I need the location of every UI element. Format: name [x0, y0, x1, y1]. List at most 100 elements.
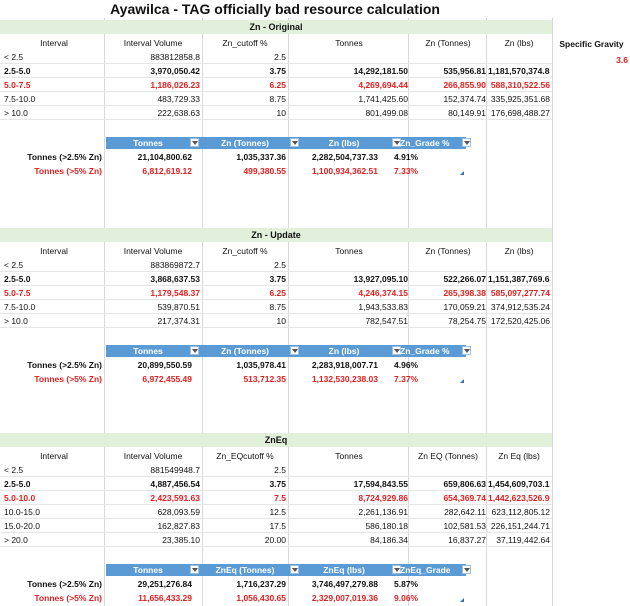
table-cell[interactable]: 170,059.21	[443, 302, 486, 312]
column-header[interactable]: Zn_cutoff %	[222, 246, 268, 256]
filter-dropdown-icon[interactable]	[190, 138, 199, 147]
filter-dropdown-icon[interactable]	[462, 138, 471, 147]
summary-cell[interactable]: 1,132,530,238.03	[311, 374, 378, 384]
summary-cell[interactable]: 9.06%	[394, 593, 419, 603]
column-header[interactable]: Zn EQ (Tonnes)	[418, 451, 478, 461]
table-cell[interactable]: 266,855.90	[443, 80, 486, 90]
table-cell[interactable]	[290, 259, 408, 271]
summary-cell[interactable]: 3,746,497,279.88	[311, 579, 378, 589]
column-header[interactable]: Interval Volume	[123, 451, 183, 461]
column-header[interactable]: Zn_EQcutoff %	[216, 451, 274, 461]
summary-cell[interactable]: 1,056,430.65	[236, 593, 286, 603]
table-cell[interactable]: 881549948.7	[150, 465, 200, 475]
filter-dropdown-icon[interactable]	[462, 565, 471, 574]
table-cell[interactable]: 84,186.34	[370, 535, 408, 545]
summary-cell[interactable]: 7.37%	[394, 374, 419, 384]
table-cell[interactable]	[488, 51, 550, 63]
filter-dropdown-icon[interactable]	[392, 565, 401, 574]
table-cell[interactable]: 10	[276, 316, 286, 326]
summary-cell[interactable]: 5.87%	[394, 579, 419, 589]
table-cell[interactable]: 2.5	[274, 52, 286, 62]
summary-cell[interactable]: 11,656,433.29	[138, 593, 192, 603]
table-cell[interactable]: 801,499.08	[365, 108, 408, 118]
table-cell[interactable]: 2.5-5.0	[4, 274, 31, 284]
table-cell[interactable]: 8.75	[269, 302, 286, 312]
table-cell[interactable]: 654,369.74	[443, 493, 486, 503]
summary-cell[interactable]: 20,899,550.59	[137, 360, 192, 370]
column-header[interactable]: Zn Eq (lbs)	[498, 451, 540, 461]
table-cell[interactable]: 4,269,694.44	[358, 80, 408, 90]
table-cell[interactable]: 522,266.07	[443, 274, 486, 284]
summary-column-header[interactable]: Zn (Tonnes)	[221, 138, 269, 148]
table-cell[interactable]: 20.00	[264, 535, 286, 545]
table-cell[interactable]: 335,925,351.68	[490, 94, 550, 104]
table-cell[interactable]: > 10.0	[4, 108, 28, 118]
table-resize-handle-icon[interactable]	[460, 598, 464, 602]
filter-dropdown-icon[interactable]	[392, 138, 401, 147]
specific-gravity-value[interactable]: 3.6	[616, 55, 628, 65]
table-cell[interactable]: 17.5	[269, 521, 286, 531]
table-resize-handle-icon[interactable]	[460, 171, 464, 175]
table-cell[interactable]: 883869872.7	[150, 260, 200, 270]
summary-cell[interactable]: 1,100,934,362.51	[311, 166, 378, 176]
table-cell[interactable]: 1,454,609,703.15	[488, 479, 550, 489]
table-cell[interactable]: 37,119,442.64	[496, 535, 550, 545]
table-cell[interactable]: 176,698,488.27	[490, 108, 550, 118]
table-cell[interactable]: 15.0-20.0	[4, 521, 40, 531]
table-cell[interactable]: 5.0-7.5	[4, 80, 31, 90]
column-header[interactable]: Interval Volume	[123, 38, 183, 48]
table-cell[interactable]: 782,547.51	[365, 316, 408, 326]
summary-column-header[interactable]: Zn (lbs)	[328, 346, 360, 356]
column-header[interactable]: Zn (lbs)	[504, 246, 534, 256]
filter-dropdown-icon[interactable]	[190, 565, 199, 574]
filter-dropdown-icon[interactable]	[290, 565, 299, 574]
table-cell[interactable]: 8,724,929.86	[358, 493, 408, 503]
filter-dropdown-icon[interactable]	[392, 346, 401, 355]
summary-cell[interactable]: 2,283,918,007.71	[311, 360, 378, 370]
table-cell[interactable]: 217,374.31	[157, 316, 200, 326]
table-cell[interactable]: 265,398.38	[443, 288, 486, 298]
summary-cell[interactable]: 29,251,276.84	[137, 579, 192, 589]
table-cell[interactable]: 2.5-5.0	[4, 66, 31, 76]
table-cell[interactable]: 152,374.74	[443, 94, 486, 104]
table-cell[interactable]: 1,442,623,526.90	[488, 493, 550, 503]
column-header[interactable]: Interval Volume	[123, 246, 183, 256]
table-cell[interactable]: 586,180.18	[365, 521, 408, 531]
filter-dropdown-icon[interactable]	[290, 138, 299, 147]
table-cell[interactable]: > 20.0	[4, 535, 28, 545]
column-header[interactable]: Zn (lbs)	[504, 38, 534, 48]
table-cell[interactable]: 8.75	[269, 94, 286, 104]
table-cell[interactable]: 483,729.33	[157, 94, 200, 104]
column-header[interactable]: Zn (Tonnes)	[425, 38, 471, 48]
table-cell[interactable]: 2,261,136.91	[358, 507, 408, 517]
summary-cell[interactable]: 2,282,504,737.33	[311, 152, 378, 162]
table-cell[interactable]: < 2.5	[4, 465, 24, 475]
table-cell[interactable]: 628,093.59	[157, 507, 200, 517]
table-cell[interactable]	[488, 259, 550, 271]
filter-dropdown-icon[interactable]	[290, 346, 299, 355]
column-header[interactable]: Interval	[40, 246, 68, 256]
summary-cell[interactable]: 499,380.55	[243, 166, 286, 176]
table-cell[interactable]: 282,642.11	[444, 507, 486, 517]
table-cell[interactable]: < 2.5	[4, 260, 24, 270]
table-cell[interactable]: 222,638.63	[157, 108, 200, 118]
table-cell[interactable]: 1,943,533.83	[358, 302, 408, 312]
table-cell[interactable]: < 2.5	[4, 52, 24, 62]
summary-cell[interactable]: 4.91%	[394, 152, 419, 162]
table-cell[interactable]: 2.5	[274, 260, 286, 270]
table-cell[interactable]: 623,112,805.12	[491, 507, 550, 517]
table-cell[interactable]: 1,741,425.60	[358, 94, 408, 104]
summary-cell[interactable]: 1,035,978.41	[236, 360, 286, 370]
table-cell[interactable]: 2.5-5.0	[4, 479, 31, 489]
table-cell[interactable]: 162,827.83	[157, 521, 200, 531]
table-cell[interactable]: 13,927,095.10	[353, 274, 408, 284]
summary-column-header[interactable]: ZnEq (lbs)	[323, 565, 365, 575]
table-cell[interactable]: 3,868,637.53	[150, 274, 200, 284]
table-cell[interactable]: 659,806.63	[443, 479, 486, 489]
table-cell[interactable]: 5.0-7.5	[4, 288, 31, 298]
table-resize-handle-icon[interactable]	[460, 379, 464, 383]
table-cell[interactable]: 80,149.91	[448, 108, 486, 118]
summary-column-header[interactable]: Tonnes	[133, 565, 163, 575]
summary-column-header[interactable]: Zn_Grade %	[400, 138, 450, 148]
summary-column-header[interactable]: Zn (lbs)	[328, 138, 360, 148]
